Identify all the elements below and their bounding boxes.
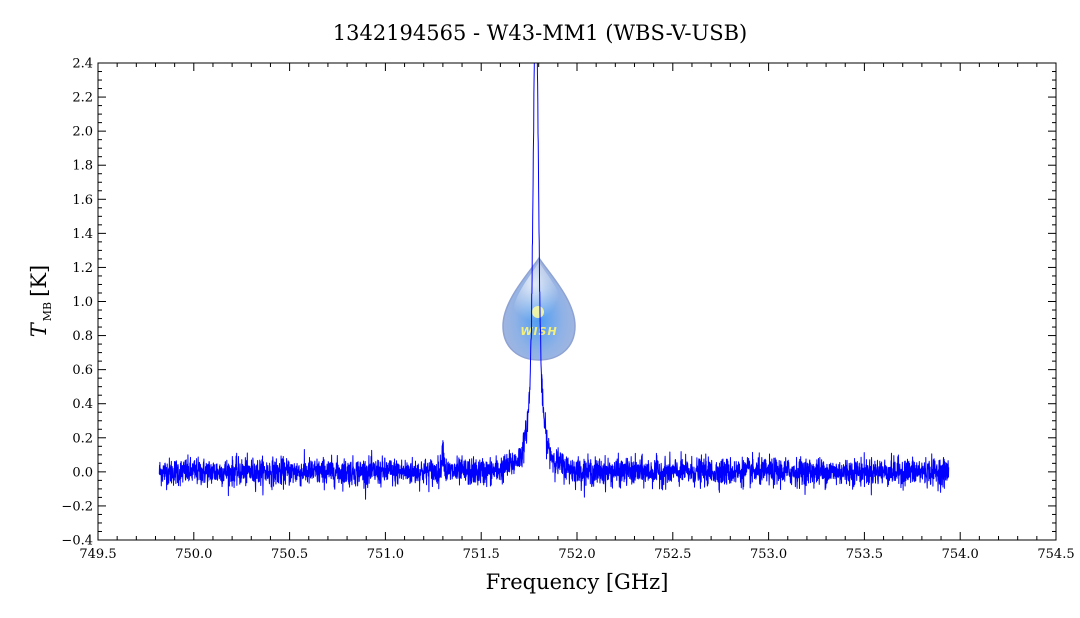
x-tick-label: 750.5: [271, 547, 308, 562]
chart-title: 1342194565 - W43-MM1 (WBS-V-USB): [333, 21, 747, 45]
y-tick-label: 0.0: [72, 465, 93, 480]
x-axis-label: Frequency [GHz]: [486, 570, 669, 594]
y-axis-label-subscript: MB: [41, 302, 54, 321]
axis-tick-labels: 749.5 750.0 750.5 751.0 751.5 752.0 752.5 753.0…: [61, 57, 1074, 563]
y-tick-label: 0.2: [72, 431, 93, 446]
x-tick-label: 753.5: [846, 547, 883, 562]
x-tick-label: 749.5: [79, 547, 116, 562]
wish-watermark: WISH: [502, 256, 576, 361]
y-tick-label: 2.2: [72, 91, 93, 106]
x-tick-label: 750.0: [175, 547, 212, 562]
x-tick-label: 752.5: [654, 547, 691, 562]
x-tick-label: 753.0: [750, 547, 787, 562]
x-tick-label: 754.5: [1037, 547, 1074, 562]
y-axis-label-symbol: T: [27, 321, 51, 337]
wish-logo-text: WISH: [520, 325, 557, 338]
y-tick-label: −0.2: [61, 499, 93, 514]
y-axis-label: TMB [K]: [27, 265, 54, 337]
y-tick-label: 0.6: [72, 363, 93, 378]
y-tick-label: 2.0: [72, 125, 93, 140]
y-axis-label-unit: [K]: [27, 265, 51, 297]
svg-text:TMB[K]: TMB [K]: [27, 265, 54, 337]
droplet-star-glow: [532, 306, 544, 318]
plot-frame: [97, 62, 1057, 541]
x-tick-label: 751.0: [367, 547, 404, 562]
y-tick-label: −0.4: [61, 534, 93, 549]
y-tick-label: 1.0: [72, 295, 93, 310]
y-tick-label: 1.4: [72, 227, 93, 242]
y-tick-label: 2.4: [72, 57, 93, 72]
droplet-shine: [512, 262, 566, 336]
y-tick-label: 1.6: [72, 193, 93, 208]
y-tick-label: 0.4: [72, 397, 93, 412]
series-line: [158, 63, 950, 500]
y-tick-label: 1.8: [72, 159, 93, 174]
x-tick-label: 752.0: [558, 547, 595, 562]
y-tick-label: 0.8: [72, 329, 93, 344]
y-tick-label: 1.2: [72, 261, 93, 276]
x-tick-label: 754.0: [942, 547, 979, 562]
x-tick-label: 751.5: [463, 547, 500, 562]
